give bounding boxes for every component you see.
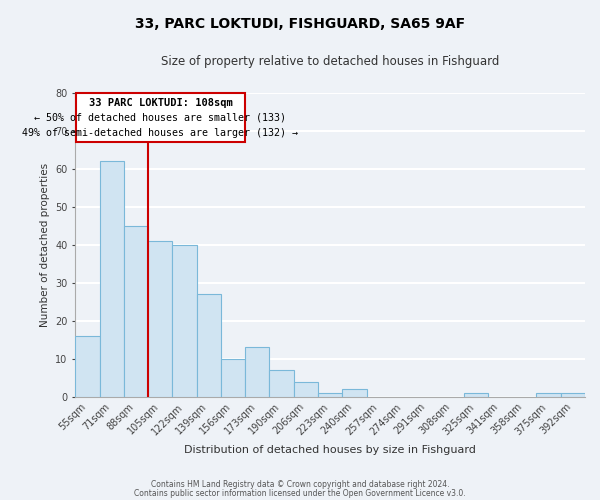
Text: ← 50% of detached houses are smaller (133): ← 50% of detached houses are smaller (13… [34, 112, 286, 122]
X-axis label: Distribution of detached houses by size in Fishguard: Distribution of detached houses by size … [184, 445, 476, 455]
Text: 33, PARC LOKTUDI, FISHGUARD, SA65 9AF: 33, PARC LOKTUDI, FISHGUARD, SA65 9AF [135, 18, 465, 32]
Bar [124, 226, 148, 397]
Text: Contains public sector information licensed under the Open Government Licence v3: Contains public sector information licen… [134, 488, 466, 498]
Bar [269, 370, 294, 397]
Bar [294, 382, 318, 397]
Text: Contains HM Land Registry data © Crown copyright and database right 2024.: Contains HM Land Registry data © Crown c… [151, 480, 449, 489]
Bar [172, 245, 197, 397]
Bar [342, 389, 367, 397]
Title: Size of property relative to detached houses in Fishguard: Size of property relative to detached ho… [161, 55, 499, 68]
Bar [245, 348, 269, 397]
FancyBboxPatch shape [76, 93, 245, 142]
Bar [221, 359, 245, 397]
Bar [148, 241, 172, 397]
Y-axis label: Number of detached properties: Number of detached properties [40, 162, 50, 327]
Text: 49% of semi-detached houses are larger (132) →: 49% of semi-detached houses are larger (… [22, 128, 298, 138]
Bar [561, 393, 585, 397]
Bar [75, 336, 100, 397]
Bar [464, 393, 488, 397]
Text: 33 PARC LOKTUDI: 108sqm: 33 PARC LOKTUDI: 108sqm [89, 98, 232, 108]
Bar [318, 393, 342, 397]
Bar [197, 294, 221, 397]
Bar [100, 161, 124, 397]
Bar [536, 393, 561, 397]
